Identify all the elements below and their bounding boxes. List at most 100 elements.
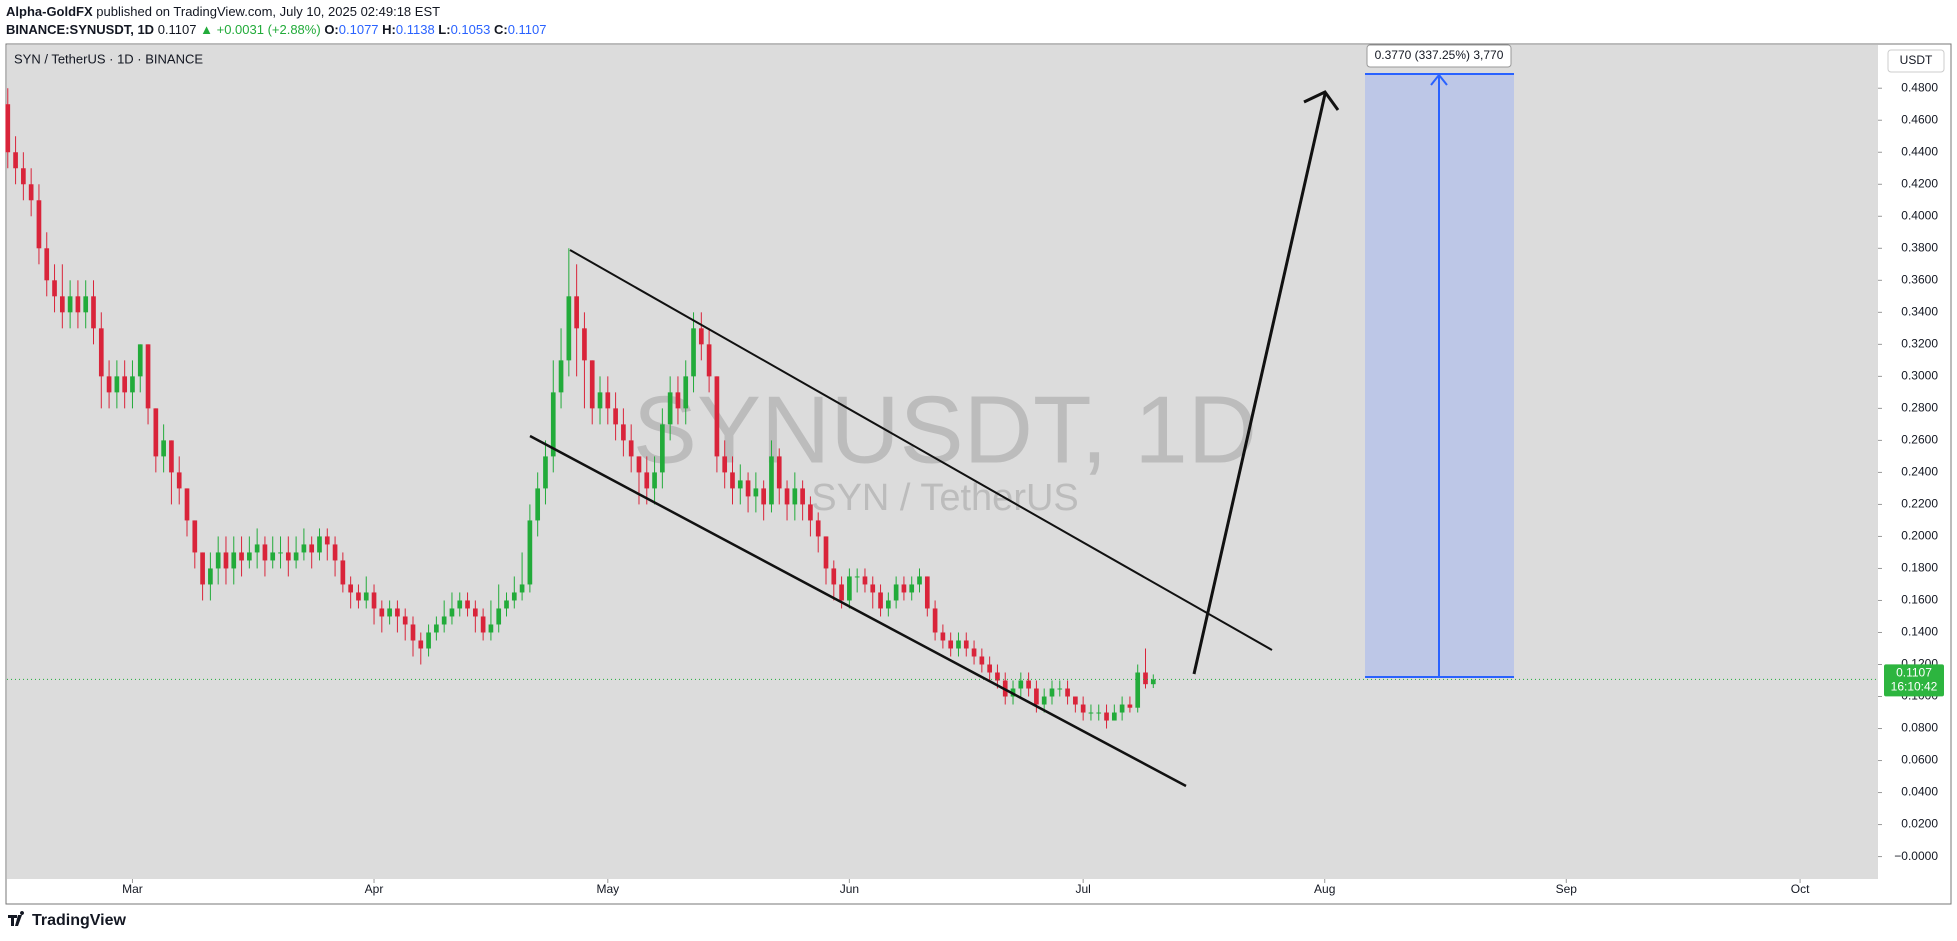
candle-body: [410, 624, 416, 641]
candle-body: [722, 456, 728, 473]
candle-body: [1065, 688, 1070, 697]
candle-body: [1026, 680, 1031, 689]
candle-body: [13, 152, 18, 169]
ohlc-label: C:: [493, 22, 508, 37]
candle-body: [987, 664, 992, 673]
candle-body: [278, 552, 283, 554]
candle-body: [636, 456, 642, 473]
candle-body: [558, 360, 564, 393]
candle-body: [106, 376, 112, 393]
candle-body: [745, 480, 751, 497]
candle-body: [527, 520, 533, 585]
x-tick-label: Jun: [840, 882, 859, 896]
candle-body: [815, 520, 821, 537]
candle-body: [862, 576, 868, 585]
candle-body: [1127, 704, 1133, 708]
published: published on TradingView.com, July 10, 2…: [96, 4, 441, 19]
candle-body: [901, 584, 907, 593]
candle-body: [83, 296, 89, 313]
candle-body: [21, 168, 26, 185]
y-tick-label: 0.0200: [1901, 817, 1938, 831]
candle-body: [644, 472, 650, 489]
y-tick-label: 0.2200: [1901, 497, 1938, 511]
y-tick-label: 0.3000: [1901, 369, 1938, 383]
candle-body: [893, 584, 899, 601]
candle-body: [114, 376, 120, 393]
candle-body: [247, 552, 252, 561]
candle-body: [714, 376, 720, 457]
x-tick-label: May: [596, 882, 619, 896]
ohlc-value: 0.1107: [507, 22, 547, 37]
publish-line: Alpha-GoldFX published on TradingView.co…: [6, 3, 546, 21]
y-tick-label: −0.0000: [1894, 849, 1938, 863]
candle-body: [1111, 712, 1117, 721]
candle-body: [808, 504, 813, 521]
candle-body: [753, 488, 759, 497]
y-tick-label: 0.2800: [1901, 401, 1938, 415]
candle-body: [839, 584, 844, 601]
y-tick-label: 0.0800: [1901, 721, 1938, 735]
candle-body: [1073, 696, 1078, 705]
candle-body: [886, 600, 891, 609]
candle-body: [418, 640, 424, 649]
candle-body: [488, 624, 494, 633]
candle-body: [971, 648, 977, 657]
watermark-sub: SYN / TetherUS: [811, 477, 1079, 519]
last-price-box: [1884, 664, 1944, 697]
candle-body: [784, 488, 790, 505]
candle-body: [1080, 704, 1086, 713]
candle-body: [823, 536, 829, 569]
candle-body: [67, 296, 73, 313]
candle-body: [667, 392, 673, 425]
candle-body: [496, 608, 502, 625]
candle-body: [761, 488, 766, 505]
candle-body: [737, 480, 743, 489]
candle-body: [582, 328, 587, 361]
candle-body: [402, 616, 408, 625]
candle-body: [457, 600, 463, 609]
candle-body: [769, 456, 774, 505]
marks: [5, 88, 1878, 729]
candle-body: [621, 424, 626, 441]
candle-body: [472, 608, 478, 617]
candle-body: [652, 472, 657, 489]
candle-body: [675, 392, 681, 409]
projection-label-bg: [1366, 44, 1512, 68]
candle-body: [932, 608, 938, 633]
candle-body: [909, 584, 915, 593]
candle-body: [262, 544, 268, 561]
candle-body: [130, 376, 135, 393]
candle-body: [589, 360, 595, 409]
candle-body: [706, 344, 712, 377]
candle-body: [441, 616, 447, 625]
candle-body: [285, 552, 291, 561]
candle-body: [5, 104, 11, 153]
candle-body: [145, 344, 151, 409]
watermark: SYNUSDT, 1D: [633, 376, 1257, 483]
candle-body: [28, 184, 34, 201]
currency-box: [1887, 49, 1945, 73]
candle-body: [1135, 672, 1141, 708]
projection-arrow: [1430, 73, 1448, 86]
candle-body: [91, 296, 96, 329]
candle-body: [301, 544, 307, 553]
candle-body: [1057, 688, 1063, 690]
y-tick-label: 0.3800: [1901, 240, 1938, 254]
candle-body: [1150, 679, 1156, 685]
candle-body: [847, 576, 852, 601]
candle-body: [948, 640, 954, 649]
candle-body: [293, 552, 299, 561]
chart-title: SYN / TetherUS · 1D · BINANCE: [14, 51, 203, 66]
candle-body: [683, 376, 689, 409]
y-tick-label: 0.4000: [1901, 208, 1938, 222]
candle-body: [465, 600, 470, 609]
candle-body: [730, 472, 735, 489]
candle-body: [535, 488, 541, 521]
arrow-head: [1303, 90, 1340, 111]
candle-body: [691, 328, 696, 377]
candle-body: [511, 592, 517, 601]
last: 0.1107: [157, 22, 197, 37]
candle-body: [792, 488, 798, 505]
candle-body: [317, 536, 322, 553]
